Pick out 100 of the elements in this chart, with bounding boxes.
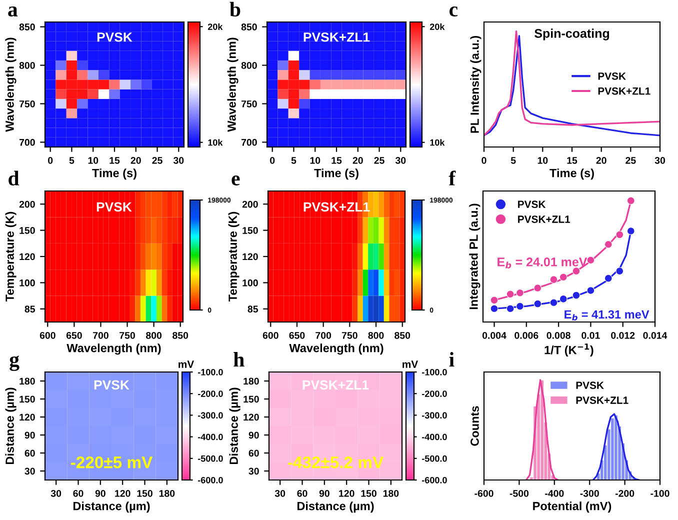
x-axis-title: Time (s) <box>314 168 358 180</box>
y-tick-label: 800 <box>19 62 35 69</box>
y-tick-label: 90 <box>248 432 259 439</box>
y-tick-label: 850 <box>241 24 257 30</box>
y-tick-label: 120 <box>20 414 35 421</box>
chart-title: d <box>8 170 20 186</box>
point <box>559 295 568 303</box>
x-tick-label: 600 <box>40 332 56 339</box>
x-axis-title: 1/T (K$^{−1}$) <box>544 344 594 357</box>
point <box>516 288 524 297</box>
legend-label: PVSK+ZL1 <box>576 396 628 404</box>
annotation: E$_{b}$ = 41.31 meV <box>564 310 650 321</box>
x-tick-label: 0.008 <box>546 332 570 339</box>
y-tick-label: 30 <box>24 468 35 475</box>
y-tick-label: 180 <box>244 378 259 385</box>
y-tick-label: 200 <box>19 200 35 208</box>
x-tick-label: 15 <box>110 157 120 164</box>
annotation: PVSK+ZL1 <box>302 380 369 390</box>
y-axis-title: Integrated PL (a.u.) <box>469 204 480 310</box>
color-bar-label: -200.0 <box>198 390 223 397</box>
y-tick-label: 700 <box>241 138 257 146</box>
y-axis-title: Wavelength (nm) <box>227 38 238 132</box>
x-tick-label: 120 <box>339 490 354 497</box>
point <box>586 256 595 264</box>
y-axis-title: Distance (µm) <box>229 388 240 464</box>
point <box>626 196 635 205</box>
x-axis-title: Potential (mV) <box>533 502 612 513</box>
x-tick-label: -400 <box>545 490 564 497</box>
x-tick-label: -600 <box>474 490 494 497</box>
y-axis-title: Distance (µm) <box>5 388 16 464</box>
color-bar-label: 20k <box>430 23 445 30</box>
x-axis-title: Wavelength (nm) <box>289 344 384 355</box>
y-tick-label: 800 <box>241 62 257 69</box>
x-tick-label: 30 <box>395 156 406 164</box>
y-tick-label: 120 <box>242 253 258 260</box>
x-tick-label: 0 <box>482 156 486 164</box>
x-tick-label: 150 <box>361 490 376 497</box>
annotation: -220±5 mV <box>70 456 153 468</box>
y-tick-label: 100 <box>20 279 35 286</box>
color-bar-label: -500.0 <box>422 455 447 462</box>
x-axis-title: Time (s) <box>92 168 136 180</box>
x-tick-label: 650 <box>66 332 82 339</box>
x-tick-label: 800 <box>146 332 162 339</box>
legend-label: PVSK <box>598 72 626 80</box>
x-tick-label: 25 <box>374 156 384 164</box>
legend-label: PVSK <box>576 382 604 390</box>
x-tick-label: 30 <box>654 156 666 164</box>
x-tick-label: 5 <box>510 157 516 164</box>
x-tick-label: 120 <box>115 490 130 497</box>
color-bar-label: 10k <box>208 139 223 146</box>
color-bar-label: -100.0 <box>198 368 223 376</box>
x-tick-label: -200 <box>615 490 634 497</box>
x-tick-label: 10 <box>88 156 98 164</box>
color-bar-label: -400.0 <box>198 434 223 440</box>
point <box>516 302 524 310</box>
color-bar-label: 10k <box>430 139 445 146</box>
chart-title: f <box>448 170 456 186</box>
point <box>572 267 580 276</box>
x-tick-label: 700 <box>93 332 108 339</box>
color-bar-label: -300.0 <box>198 412 223 419</box>
point <box>534 284 542 292</box>
x-tick-label: 0.012 <box>611 332 635 339</box>
y-tick-label: 85 <box>24 306 36 313</box>
x-tick-label: 5 <box>69 157 74 164</box>
y-tick-label: 200 <box>242 200 258 208</box>
chart-title: b <box>230 2 240 17</box>
y-tick-label: 85 <box>248 306 258 313</box>
x-tick-label: 0 <box>48 156 53 164</box>
x-tick-label: 0 <box>270 156 275 164</box>
annotation: PVSK <box>96 202 132 212</box>
y-tick-label: 700 <box>19 138 35 146</box>
point <box>534 300 542 308</box>
color-bar-label: 20k <box>208 23 223 30</box>
point <box>626 227 635 235</box>
x-tick-label: 0.006 <box>514 332 538 339</box>
x-tick-label: 850 <box>394 332 410 339</box>
point <box>490 304 498 313</box>
y-axis-title: Counts <box>470 406 479 446</box>
y-tick-label: 180 <box>20 378 35 385</box>
x-tick-label: 10 <box>538 156 548 164</box>
x-tick-label: 25 <box>152 156 162 164</box>
x-tick-label: -500 <box>510 490 529 497</box>
x-tick-label: 10 <box>310 156 320 164</box>
x-tick-label: 60 <box>73 490 84 497</box>
annotation: PVSK+ZL1 <box>304 32 370 42</box>
point <box>550 298 558 307</box>
y-tick-label: 750 <box>241 100 257 108</box>
x-tick-label: 90 <box>95 490 106 497</box>
x-tick-label: 180 <box>159 490 175 497</box>
annotation: PVSK <box>97 32 132 42</box>
y-tick-label: 60 <box>248 450 259 457</box>
y-tick-label: 150 <box>20 227 35 234</box>
x-tick-label: 150 <box>137 490 152 497</box>
annotation: E$_{b}$ = 24.01 meV <box>498 258 588 268</box>
y-tick-label: 120 <box>244 414 259 421</box>
point <box>559 273 568 282</box>
legend-label: PVSK <box>518 200 546 208</box>
x-tick-label: 800 <box>368 332 384 339</box>
point <box>506 304 514 313</box>
x-tick-label: 0.004 <box>482 332 506 339</box>
